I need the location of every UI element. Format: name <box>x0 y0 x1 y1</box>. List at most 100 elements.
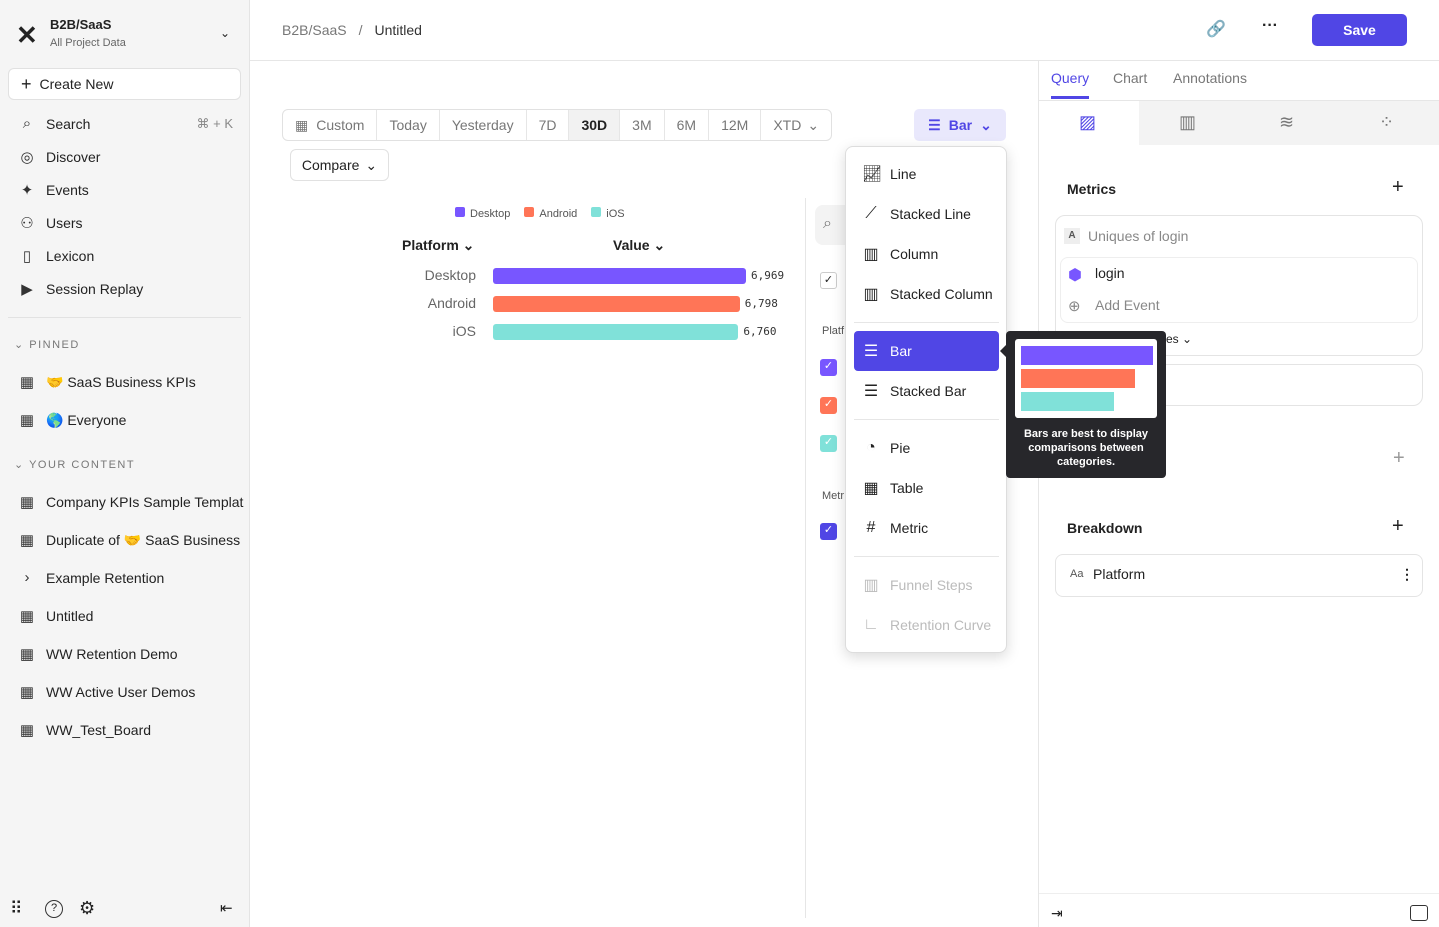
insights-icon[interactable]: ▨ <box>1079 112 1097 132</box>
event-name[interactable]: login <box>1095 265 1125 281</box>
content-item[interactable]: ▦ WW_Test_Board <box>18 721 151 739</box>
menu-item-stacked-line[interactable]: ⟋ Stacked Line <box>854 194 999 234</box>
nav-session-replay[interactable]: ▶ Session Replay <box>18 280 143 298</box>
tab-chart[interactable]: Chart <box>1113 70 1148 86</box>
chevron-down-icon[interactable]: ⌄ <box>220 26 231 40</box>
retention-icon[interactable]: ⁘ <box>1379 112 1395 132</box>
add-event-button[interactable]: Add Event <box>1095 297 1160 313</box>
range-xtd[interactable]: XTD ⌄ <box>773 116 820 134</box>
compare-button[interactable]: Compare ⌄ <box>290 149 389 181</box>
range-custom[interactable]: ▦ Custom <box>283 110 378 140</box>
range-12m[interactable]: 12M <box>709 110 762 140</box>
board-icon: ▦ <box>19 412 35 429</box>
pinned-item[interactable]: ▦ 🤝 SaaS Business KPIs <box>18 373 196 392</box>
item-label: WW Retention Demo <box>46 646 178 662</box>
ios-checkbox[interactable]: ✓ <box>820 435 837 452</box>
menu-item-line[interactable]: 📈︎ Line <box>862 166 917 183</box>
menu-item-stacked-column[interactable]: ▥ Stacked Column <box>863 286 993 303</box>
legend-ios[interactable]: iOS <box>591 207 625 220</box>
board-icon: ▦ <box>19 684 35 701</box>
chevron-down-icon: ⌄ <box>807 116 820 133</box>
nav-label: Search <box>46 115 91 132</box>
value-label: 6,760 <box>743 325 777 338</box>
nav-lexicon[interactable]: ▯ Lexicon <box>18 247 94 265</box>
range-7d[interactable]: 7D <box>527 110 570 140</box>
collapse-panel-icon[interactable]: ⇥ <box>1051 905 1063 921</box>
add-metric-icon[interactable]: + <box>1392 176 1404 198</box>
menu-item-stacked-bar[interactable]: ☰ Stacked Bar <box>863 383 967 400</box>
menu-item-bar[interactable]: ☰ Bar <box>854 331 999 371</box>
content-item[interactable]: ▦ Untitled <box>18 607 94 625</box>
select-all-checkbox[interactable]: ✓ <box>820 272 837 289</box>
range-today[interactable]: Today <box>377 110 440 140</box>
breadcrumb: B2B/SaaS / Untitled <box>282 22 422 38</box>
metric-checkbox[interactable]: ✓ <box>820 523 837 540</box>
metric-card <box>1055 215 1423 356</box>
range-3m[interactable]: 3M <box>620 110 665 140</box>
bar-ios[interactable] <box>493 324 739 340</box>
legend-desktop[interactable]: Desktop <box>455 207 510 220</box>
chart-type-button[interactable]: ☰ Bar ⌄ <box>914 109 1006 141</box>
item-label: 🌎 Everyone <box>46 411 127 428</box>
flows-icon[interactable]: ≋ <box>1279 112 1295 132</box>
content-item[interactable]: ▦ WW Retention Demo <box>18 645 178 663</box>
chevron-right-icon: › <box>24 569 30 586</box>
breakdown-card[interactable] <box>1055 554 1423 597</box>
nav-events[interactable]: ✦ Events <box>18 181 89 199</box>
funnels-icon[interactable]: ▥ <box>1179 112 1197 132</box>
apps-grid-icon[interactable]: ⠿ <box>10 899 23 918</box>
add-breakdown-icon[interactable]: + <box>1392 515 1404 537</box>
legend-android[interactable]: Android <box>524 207 577 220</box>
nav-discover[interactable]: ◎ Discover <box>18 148 100 166</box>
menu-item-column[interactable]: ▥ Column <box>863 246 939 263</box>
bar-desktop[interactable] <box>493 268 746 284</box>
event-box <box>1060 257 1418 323</box>
kebab-menu-icon[interactable]: ⋮ <box>1400 566 1414 582</box>
chart-type-menu: 📈︎ Line ⟋ Stacked Line ▥ Column ▥ Stacked Co… <box>845 146 1007 653</box>
content-item[interactable]: ▦ WW Active User Demos <box>18 683 195 701</box>
content-item[interactable]: ▦ Company KPIs Sample Templat <box>18 493 243 511</box>
pinned-item[interactable]: ▦ 🌎 Everyone <box>18 411 127 430</box>
category-label: Android <box>427 295 476 311</box>
nav-users[interactable]: ⚇ Users <box>18 214 82 232</box>
tab-query[interactable]: Query <box>1051 70 1090 86</box>
breakdown-item[interactable]: Platform <box>1093 566 1146 582</box>
board-icon: ▦ <box>19 494 35 511</box>
pinned-heading[interactable]: ⌄ PINNED <box>14 339 80 351</box>
platform-column-header[interactable]: Platform ⌄ <box>402 237 475 253</box>
content-folder[interactable]: › Example Retention <box>18 569 165 586</box>
collapse-sidebar-icon[interactable]: ⇤ <box>220 900 233 917</box>
bar-android[interactable] <box>493 296 740 312</box>
breadcrumb-project[interactable]: B2B/SaaS <box>282 22 347 38</box>
save-button[interactable]: Save <box>1312 14 1407 46</box>
menu-item-table[interactable]: ▦ Table <box>863 480 924 497</box>
menu-item-pie[interactable]: ◔ Pie <box>854 428 999 468</box>
tab-annotations[interactable]: Annotations <box>1173 70 1247 86</box>
range-30d[interactable]: 30D <box>569 110 621 140</box>
metric-name[interactable]: Uniques of login <box>1088 228 1189 244</box>
help-icon[interactable]: ? <box>45 900 63 918</box>
measure-dropdown[interactable]: es ⌄ <box>1166 332 1193 346</box>
range-6m[interactable]: 6M <box>665 110 710 140</box>
breadcrumb-report[interactable]: Untitled <box>374 22 422 38</box>
more-icon[interactable]: ··· <box>1262 17 1278 34</box>
item-label: Untitled <box>46 608 94 624</box>
chart-type-tooltip: Bars are best to display comparisons bet… <box>1000 331 1166 478</box>
value-label: 6,969 <box>751 269 785 282</box>
project-name[interactable]: B2B/SaaS <box>50 17 112 32</box>
search-icon[interactable]: ⌕ <box>815 205 845 245</box>
add-filter-icon[interactable]: + <box>1393 447 1405 469</box>
menu-item-metric[interactable]: # Metric <box>854 508 999 548</box>
create-new-button[interactable]: + Create New <box>8 68 241 100</box>
nav-search[interactable]: ⌕ Search ⌘ + K <box>18 115 233 132</box>
your-content-heading[interactable]: ⌄ YOUR CONTENT <box>14 459 136 471</box>
split-view-icon[interactable] <box>1410 905 1428 921</box>
add-event-icon: ⊕ <box>1068 298 1081 315</box>
range-yesterday[interactable]: Yesterday <box>440 110 527 140</box>
desktop-checkbox[interactable]: ✓ <box>820 359 837 376</box>
android-checkbox[interactable]: ✓ <box>820 397 837 414</box>
content-item[interactable]: ▦ Duplicate of 🤝 SaaS Business <box>18 531 240 550</box>
link-icon[interactable]: 🔗 <box>1206 21 1226 38</box>
gear-icon[interactable]: ⚙ <box>79 898 96 918</box>
value-column-header[interactable]: Value ⌄ <box>613 237 666 253</box>
